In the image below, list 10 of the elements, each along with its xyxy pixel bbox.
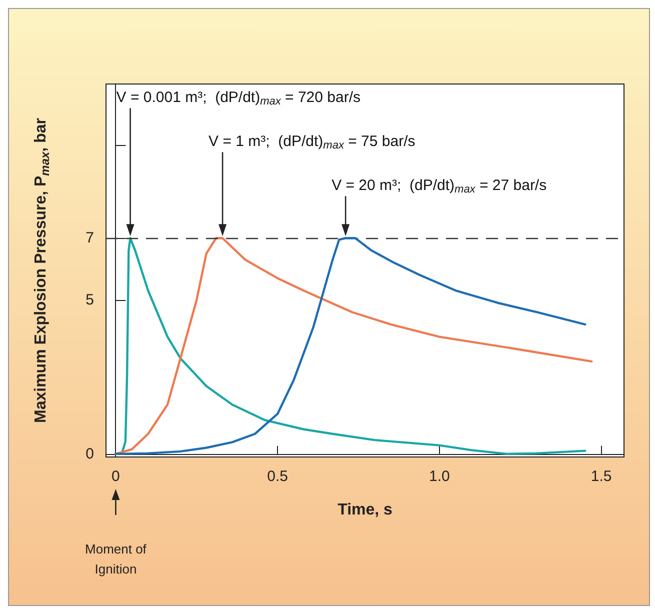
y-tick-label: 0 <box>86 445 94 462</box>
x-tick-label: 0 <box>112 468 120 485</box>
y-axis-title: Maximum Explosion Pressure, Pmax, bar <box>32 118 52 424</box>
x-axis-title: Time, s <box>338 502 393 518</box>
text: Moment of Ignition <box>85 542 147 576</box>
y-tick-label: 5 <box>86 291 94 308</box>
x-tick-label: 1.5 <box>590 468 612 485</box>
y-tick-label: 7 <box>86 230 94 247</box>
x-tick-label: 1.0 <box>429 468 450 485</box>
x-tick-label: 0.5 <box>267 468 288 485</box>
